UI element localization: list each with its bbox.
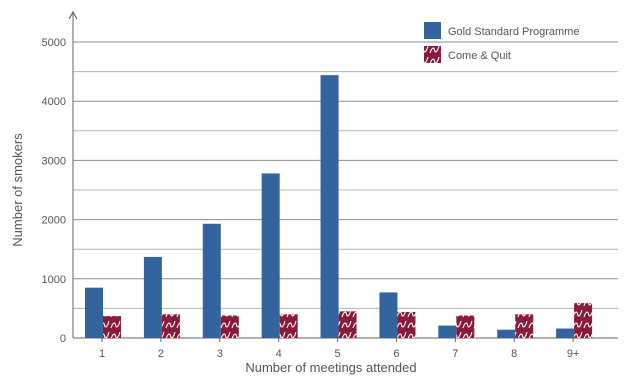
bars <box>85 75 593 338</box>
bar-gold-standard-6 <box>379 292 398 338</box>
y-tick-label: 4000 <box>42 96 66 108</box>
x-tick-label: 2 <box>158 348 164 360</box>
bar-come-and-quit-9 <box>574 303 593 338</box>
y-tick-label: 5000 <box>42 37 66 49</box>
legend: Gold Standard Programme Come & Quit <box>424 22 579 63</box>
x-axis-title: Number of meetings attended <box>245 360 416 375</box>
legend-swatch <box>424 46 441 63</box>
bar-gold-standard-1 <box>85 287 103 338</box>
bar-gold-standard-7 <box>438 325 457 338</box>
y-axis-title: Number of smokers <box>10 133 25 247</box>
bar-come-and-quit-7 <box>456 315 475 338</box>
bar-gold-standard-9 <box>556 328 575 338</box>
x-tick-label: 1 <box>99 348 105 360</box>
tick-labels: 0 1000 2000 3000 4000 5000 1 2 3 4 5 6 7 8 9+ <box>42 37 580 360</box>
bar-gold-standard-2 <box>143 256 162 338</box>
bar-gold-standard-5 <box>320 75 339 338</box>
x-tick-label: 4 <box>276 348 282 360</box>
x-tick-label: 5 <box>334 348 340 360</box>
bar-gold-standard-3 <box>202 223 221 338</box>
bar-gold-standard-8 <box>497 329 516 338</box>
grid <box>73 41 618 309</box>
y-tick-label: 0 <box>60 333 66 345</box>
y-tick-label: 3000 <box>42 155 66 167</box>
y-tick-label: 1000 <box>42 274 66 286</box>
bar-come-and-quit-6 <box>397 311 416 338</box>
bar-come-and-quit-5 <box>338 311 357 338</box>
bar-come-and-quit-4 <box>279 314 298 338</box>
bar-come-and-quit-8 <box>515 314 534 338</box>
legend-swatch <box>424 22 441 39</box>
bar-come-and-quit-3 <box>220 315 239 338</box>
bar-come-and-quit-1 <box>103 316 121 338</box>
legend-label: Gold Standard Programme <box>448 26 579 38</box>
x-tick-label: 3 <box>217 348 223 360</box>
x-tick-label: 9+ <box>567 348 580 360</box>
x-tick-label: 7 <box>452 348 458 360</box>
x-tick-label: 6 <box>393 348 399 360</box>
bar-gold-standard-4 <box>261 173 280 338</box>
bar-come-and-quit-2 <box>161 314 180 338</box>
legend-label: Come & Quit <box>448 50 511 62</box>
x-tick-label: 8 <box>511 348 517 360</box>
y-tick-label: 2000 <box>42 215 66 227</box>
y-axis-arrow <box>68 10 78 20</box>
